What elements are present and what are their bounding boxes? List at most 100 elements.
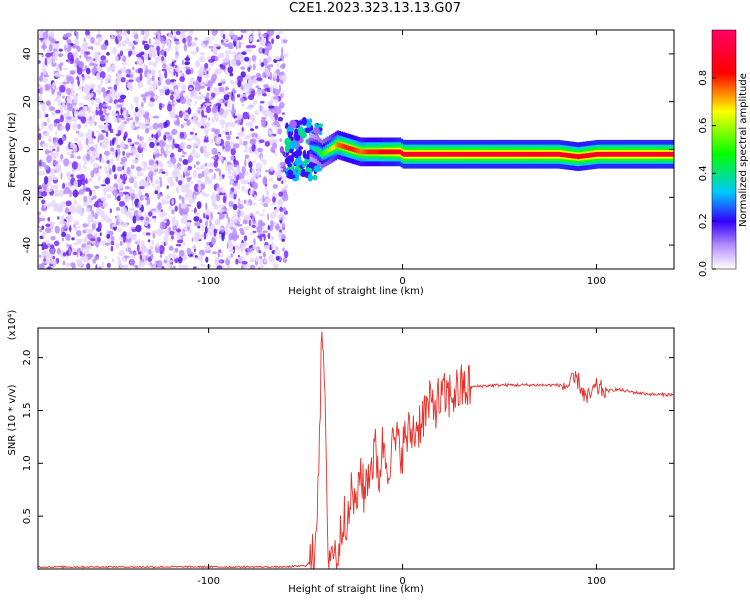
noise-cell [74, 137, 78, 142]
noise-cell [130, 103, 133, 110]
noise-cell [239, 97, 244, 102]
noise-cell [262, 33, 267, 37]
noise-cell [218, 99, 224, 103]
noise-cell [129, 171, 133, 179]
noise-cell [41, 103, 47, 112]
ridge-cell [387, 149, 390, 155]
noise-cell [87, 192, 90, 200]
noise-cell [183, 172, 190, 177]
noise-cell [96, 34, 102, 38]
noise-cell [274, 56, 281, 61]
noise-cell [93, 167, 99, 174]
noise-cell [39, 166, 42, 169]
noise-cell [283, 53, 289, 58]
ridge-cell [334, 143, 338, 149]
noise-cell [241, 127, 244, 133]
noise-cell [163, 229, 170, 236]
ridge-cell [418, 151, 421, 157]
noise-cell [191, 118, 195, 123]
noise-cell [245, 179, 250, 184]
noise-cell [50, 223, 54, 228]
noise-cell [166, 219, 170, 227]
noise-cell [57, 53, 64, 57]
noise-cell [219, 213, 225, 220]
noise-cell [224, 144, 231, 152]
spectrogram-xtick-label: 0 [399, 276, 405, 287]
noise-cell [59, 221, 63, 225]
noise-cell [91, 222, 96, 231]
noise-cell [43, 132, 49, 137]
noise-cell [130, 259, 134, 266]
spectrogram-xtick-label: 100 [587, 276, 606, 287]
snr-xlabel: Height of straight line (km) [288, 584, 424, 595]
noise-cell [266, 55, 272, 63]
noise-cell [134, 264, 138, 268]
transition-cell [298, 146, 304, 150]
noise-cell [219, 119, 226, 126]
noise-cell [145, 123, 150, 127]
noise-cell [66, 116, 72, 120]
noise-cell [234, 218, 238, 223]
noise-cell [203, 117, 207, 121]
noise-cell [100, 55, 107, 61]
noise-cell [249, 232, 255, 235]
noise-cell [155, 150, 159, 154]
noise-cell [189, 131, 194, 135]
noise-cell [230, 216, 235, 225]
noise-cell [172, 265, 176, 269]
ridge-cell [476, 151, 479, 157]
ridge-cell [420, 151, 423, 157]
noise-cell [39, 37, 45, 41]
noise-cell [119, 264, 125, 269]
spectrogram-ytick-label: -20 [22, 189, 33, 205]
noise-cell [61, 231, 67, 238]
ridge-cell [379, 149, 382, 155]
ridge-cell [662, 151, 665, 157]
noise-cell [178, 195, 182, 200]
noise-cell [187, 165, 193, 171]
noise-cell [73, 199, 78, 206]
noise-cell [251, 45, 256, 49]
noise-cell [118, 181, 124, 189]
noise-cell [88, 177, 93, 183]
noise-cell [133, 110, 138, 118]
noise-cell [171, 198, 175, 205]
noise-cell [124, 194, 130, 203]
noise-cell [60, 215, 65, 223]
noise-cell [193, 216, 200, 222]
noise-cell [148, 38, 151, 45]
ridge-cell [588, 152, 592, 158]
noise-cell [246, 135, 250, 138]
noise-cell [193, 164, 196, 168]
noise-cell [46, 155, 52, 164]
noise-cell [281, 63, 286, 67]
noise-cell [256, 39, 260, 42]
noise-cell [263, 244, 270, 250]
noise-cell [84, 161, 87, 165]
noise-cell [93, 51, 100, 59]
noise-cell [240, 71, 246, 78]
noise-cell [158, 102, 163, 111]
noise-cell [238, 203, 244, 210]
noise-cell [152, 122, 159, 130]
noise-cell [222, 211, 228, 214]
transition-cell [312, 174, 318, 181]
noise-cell [38, 159, 42, 168]
noise-cell [135, 224, 142, 233]
ridge-cell [365, 149, 369, 155]
ridge-cell [652, 151, 656, 157]
noise-cell [56, 146, 60, 152]
colorbar-gradient [711, 29, 737, 270]
noise-cell [229, 190, 233, 195]
ridge-cell [509, 151, 512, 157]
noise-cell [106, 74, 112, 81]
noise-cell [170, 34, 175, 39]
noise-cell [80, 255, 83, 263]
noise-cell [90, 238, 96, 242]
noise-cell [139, 122, 146, 130]
noise-cell [45, 52, 52, 58]
noise-cell [121, 222, 128, 228]
noise-cell [59, 126, 66, 130]
noise-cell [155, 56, 159, 64]
noise-cell [228, 201, 234, 207]
